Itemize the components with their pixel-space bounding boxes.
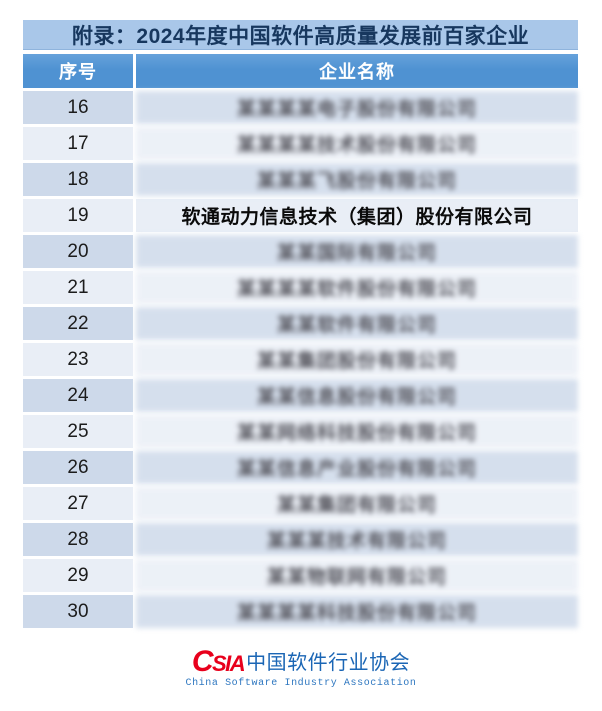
row-number: 21 xyxy=(23,271,133,304)
row-number: 28 xyxy=(23,523,133,556)
title-bar: 附录：2024年度中国软件高质量发展前百家企业 xyxy=(23,20,578,50)
row-number: 20 xyxy=(23,235,133,268)
company-name: 某某信息产业股份有限公司 xyxy=(136,451,578,484)
table-row: 25 某某网络科技股份有限公司 xyxy=(23,415,578,448)
table-row: 27 某某集团有限公司 xyxy=(23,487,578,520)
csia-logo-sia: SIA xyxy=(211,651,246,676)
col-header-name: 企业名称 xyxy=(136,54,578,88)
table-row: 23 某某集团股份有限公司 xyxy=(23,343,578,376)
company-name: 软通动力信息技术（集团）股份有限公司 xyxy=(136,199,578,232)
csia-logo: CSIA 中国软件行业协会 xyxy=(0,647,602,677)
row-number: 25 xyxy=(23,415,133,448)
association-name-en: China Software Industry Association xyxy=(185,678,417,689)
company-name: 某某某某软件股份有限公司 xyxy=(136,271,578,304)
row-number: 17 xyxy=(23,127,133,160)
row-number: 18 xyxy=(23,163,133,196)
row-number: 16 xyxy=(23,91,133,124)
csia-logo-acronym: CSIA xyxy=(192,647,246,677)
company-name: 某某物联网有限公司 xyxy=(136,559,578,592)
company-name: 某某国际有限公司 xyxy=(136,235,578,268)
table-row: 18 某某某飞股份有限公司 xyxy=(23,163,578,196)
company-name: 某某软件有限公司 xyxy=(136,307,578,340)
row-number: 29 xyxy=(23,559,133,592)
table-row: 20 某某国际有限公司 xyxy=(23,235,578,268)
company-name: 某某网络科技股份有限公司 xyxy=(136,415,578,448)
table-row: 19 软通动力信息技术（集团）股份有限公司 xyxy=(23,199,578,232)
table-row: 21 某某某某软件股份有限公司 xyxy=(23,271,578,304)
company-name: 某某某某电子股份有限公司 xyxy=(136,91,578,124)
table-row: 30 某某某某科技股份有限公司 xyxy=(23,595,578,628)
row-number: 30 xyxy=(23,595,133,628)
footer: CSIA 中国软件行业协会 China Software Industry As… xyxy=(0,647,602,690)
table-row: 28 某某某技术有限公司 xyxy=(23,523,578,556)
company-name: 某某集团股份有限公司 xyxy=(136,343,578,376)
company-name: 某某集团有限公司 xyxy=(136,487,578,520)
row-number: 23 xyxy=(23,343,133,376)
company-name: 某某某某技术股份有限公司 xyxy=(136,127,578,160)
row-number: 24 xyxy=(23,379,133,412)
table-row: 24 某某信息股份有限公司 xyxy=(23,379,578,412)
csia-logo-c: C xyxy=(191,645,214,678)
table-body: 16 某某某某电子股份有限公司 17 某某某某技术股份有限公司 18 某某某飞股… xyxy=(23,91,578,628)
page-title: 附录：2024年度中国软件高质量发展前百家企业 xyxy=(71,24,530,48)
table-row: 16 某某某某电子股份有限公司 xyxy=(23,91,578,124)
col-header-no: 序号 xyxy=(23,54,133,88)
company-name: 某某信息股份有限公司 xyxy=(136,379,578,412)
row-number: 26 xyxy=(23,451,133,484)
row-number: 27 xyxy=(23,487,133,520)
company-name: 某某某飞股份有限公司 xyxy=(136,163,578,196)
company-name: 某某某技术有限公司 xyxy=(136,523,578,556)
table-row: 17 某某某某技术股份有限公司 xyxy=(23,127,578,160)
row-number: 22 xyxy=(23,307,133,340)
appendix-document: 附录：2024年度中国软件高质量发展前百家企业 序号 企业名称 16 某某某某电… xyxy=(23,20,578,628)
table-row: 22 某某软件有限公司 xyxy=(23,307,578,340)
company-name: 某某某某科技股份有限公司 xyxy=(136,595,578,628)
association-name-cn: 中国软件行业协会 xyxy=(246,651,411,674)
table-header-row: 序号 企业名称 xyxy=(23,54,578,88)
table-row: 26 某某信息产业股份有限公司 xyxy=(23,451,578,484)
row-number: 19 xyxy=(23,199,133,232)
table-row: 29 某某物联网有限公司 xyxy=(23,559,578,592)
